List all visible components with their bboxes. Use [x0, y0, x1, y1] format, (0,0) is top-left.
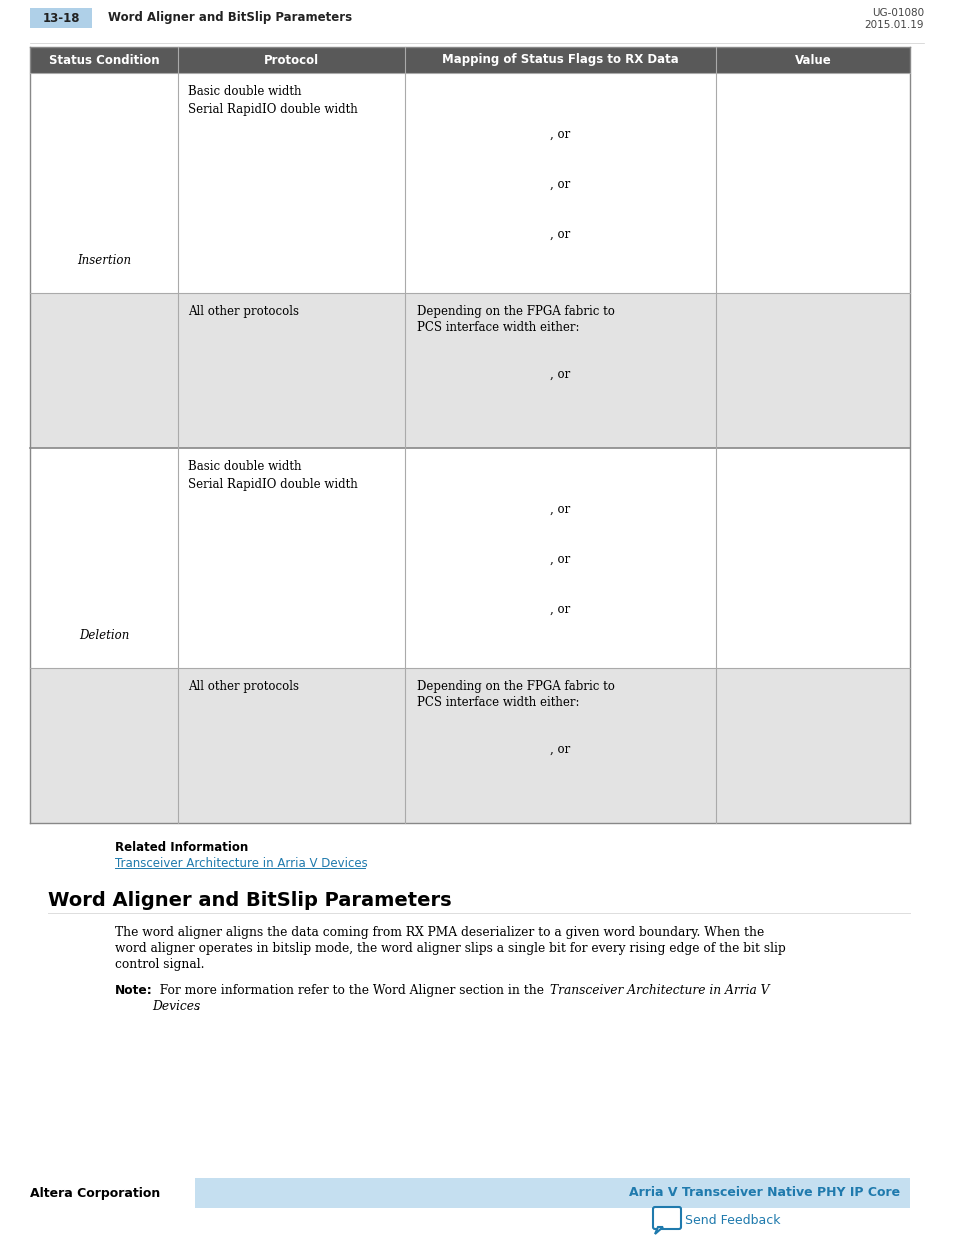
- Text: , or: , or: [550, 178, 570, 191]
- Text: Serial RapidIO double width: Serial RapidIO double width: [188, 478, 357, 492]
- Text: Arria V Transceiver Native PHY IP Core: Arria V Transceiver Native PHY IP Core: [628, 1187, 899, 1199]
- Polygon shape: [655, 1228, 662, 1234]
- Text: Transceiver Architecture in Arria V: Transceiver Architecture in Arria V: [550, 984, 769, 997]
- Text: Depending on the FPGA fabric to: Depending on the FPGA fabric to: [416, 305, 615, 317]
- Text: PCS interface width either:: PCS interface width either:: [416, 697, 578, 709]
- Text: For more information refer to the Word Aligner section in the: For more information refer to the Word A…: [152, 984, 547, 997]
- Text: Note:: Note:: [115, 984, 152, 997]
- Bar: [30, 293, 909, 448]
- Text: , or: , or: [550, 228, 570, 241]
- Text: Basic double width: Basic double width: [188, 459, 301, 473]
- Text: The word aligner aligns the data coming from RX PMA deserializer to a given word: The word aligner aligns the data coming …: [115, 926, 763, 939]
- Text: , or: , or: [550, 603, 570, 616]
- Bar: [30, 7, 91, 28]
- Text: , or: , or: [550, 553, 570, 566]
- Text: All other protocols: All other protocols: [188, 680, 298, 693]
- Bar: [30, 668, 909, 823]
- Text: 13-18: 13-18: [42, 11, 80, 25]
- FancyBboxPatch shape: [652, 1207, 680, 1229]
- Text: Insertion: Insertion: [77, 254, 131, 267]
- Text: UG-01080: UG-01080: [871, 7, 923, 19]
- Text: .: .: [195, 1000, 200, 1013]
- Text: Depending on the FPGA fabric to: Depending on the FPGA fabric to: [416, 680, 615, 693]
- Bar: [194, 1178, 909, 1208]
- Text: , or: , or: [550, 743, 570, 756]
- Text: , or: , or: [550, 128, 570, 141]
- Text: Deletion: Deletion: [79, 629, 129, 642]
- Text: Status Condition: Status Condition: [49, 53, 159, 67]
- Bar: [30, 47, 909, 73]
- Text: Mapping of Status Flags to RX Data: Mapping of Status Flags to RX Data: [441, 53, 679, 67]
- Text: Protocol: Protocol: [264, 53, 318, 67]
- Text: control signal.: control signal.: [115, 958, 204, 971]
- Text: Devices: Devices: [152, 1000, 200, 1013]
- Text: word aligner operates in bitslip mode, the word aligner slips a single bit for e: word aligner operates in bitslip mode, t…: [115, 942, 785, 955]
- Text: Altera Corporation: Altera Corporation: [30, 1187, 160, 1199]
- Text: , or: , or: [550, 503, 570, 516]
- Text: 2015.01.19: 2015.01.19: [863, 20, 923, 30]
- Text: All other protocols: All other protocols: [188, 305, 298, 317]
- Text: Send Feedback: Send Feedback: [684, 1214, 780, 1226]
- Text: Word Aligner and BitSlip Parameters: Word Aligner and BitSlip Parameters: [108, 11, 352, 25]
- Text: PCS interface width either:: PCS interface width either:: [416, 321, 578, 333]
- Text: Transceiver Architecture in Arria V Devices: Transceiver Architecture in Arria V Devi…: [115, 857, 367, 869]
- Bar: [30, 73, 909, 293]
- Text: Value: Value: [794, 53, 830, 67]
- Text: Related Information: Related Information: [115, 841, 248, 853]
- Text: , or: , or: [550, 368, 570, 382]
- Text: Basic double width: Basic double width: [188, 85, 301, 98]
- Text: Serial RapidIO double width: Serial RapidIO double width: [188, 103, 357, 116]
- Text: Word Aligner and BitSlip Parameters: Word Aligner and BitSlip Parameters: [48, 890, 451, 910]
- Bar: [0, 0, 953, 44]
- Bar: [30, 448, 909, 668]
